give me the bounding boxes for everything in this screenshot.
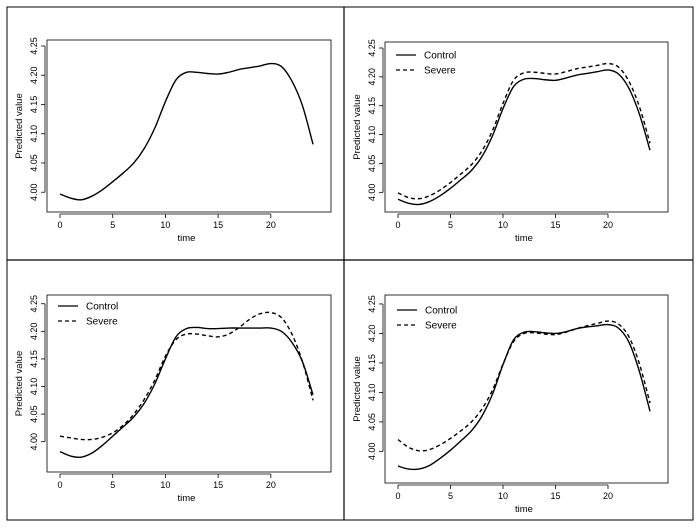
series-line-severe <box>397 62 651 200</box>
x-tick-label: 15 <box>213 220 223 230</box>
y-tick-label: 4.00 <box>367 443 377 461</box>
x-tick-label: 0 <box>57 480 62 490</box>
y-tick-label: 4.00 <box>29 183 39 201</box>
panel-4: 0 5 10 15 20 4.00 4.05 4.10 4.15 4.20 4.25 time Pred… <box>352 294 669 515</box>
y-tick-label: 4.20 <box>29 66 39 84</box>
series-line-predicted <box>59 62 314 201</box>
y-tick-label: 4.10 <box>367 384 377 402</box>
y-axis-title: Predicted value <box>352 94 363 159</box>
panel-1: 0 5 10 15 20 4.00 4.05 4.10 4.15 4.20 4.25 time Pred… <box>14 37 332 244</box>
x-tick-label: 0 <box>395 220 400 230</box>
plot-box <box>384 41 669 213</box>
x-axis-title: time <box>515 504 533 515</box>
y-tick-label: 4.05 <box>29 405 39 423</box>
legend-label-severe: Severe <box>425 321 457 332</box>
x-tick-label: 10 <box>160 480 170 490</box>
x-tick-label: 0 <box>57 220 62 230</box>
y-tick-label: 4.15 <box>367 354 377 372</box>
y-tick-label: 4.05 <box>29 154 39 172</box>
y-tick-label: 4.15 <box>367 97 377 115</box>
x-tick-label: 20 <box>603 491 613 501</box>
y-tick-label: 4.25 <box>367 295 377 313</box>
x-tick-label: 5 <box>110 220 115 230</box>
panel-2: 0 5 10 15 20 4.00 4.05 4.10 4.15 4.20 4.25 time Pred… <box>352 39 669 244</box>
y-axis-title: Predicted value <box>14 93 25 158</box>
y-tick-label: 4.15 <box>29 350 39 368</box>
y-tick-label: 4.25 <box>29 295 39 313</box>
y-tick-label: 4.10 <box>367 126 377 144</box>
x-tick-label: 20 <box>266 220 276 230</box>
outer-frame <box>6 6 694 521</box>
series-line-control <box>59 326 314 458</box>
x-tick-label: 20 <box>603 220 613 230</box>
legend-label-severe: Severe <box>86 317 118 328</box>
series-line-severe <box>59 311 314 441</box>
y-tick-label: 4.20 <box>367 68 377 86</box>
legend-label-control: Control <box>424 51 456 62</box>
y-axis-title: Predicted value <box>352 356 363 421</box>
x-tick-label: 5 <box>448 220 453 230</box>
y-tick-label: 4.00 <box>367 184 377 202</box>
plot-box <box>46 39 332 213</box>
series-line-severe <box>397 320 651 452</box>
y-tick-label: 4.10 <box>29 378 39 396</box>
y-tick-label: 4.05 <box>367 413 377 431</box>
legend-label-control: Control <box>86 302 118 313</box>
y-tick-label: 4.10 <box>29 125 39 143</box>
panel-3: 0 5 10 15 20 4.00 4.05 4.10 4.15 4.20 4.25 time Pred… <box>14 294 332 504</box>
x-axis-title: time <box>515 233 533 244</box>
series-line-control <box>397 323 651 471</box>
x-tick-label: 10 <box>498 491 508 501</box>
y-tick-label: 4.00 <box>29 433 39 451</box>
y-tick-label: 4.25 <box>29 37 39 55</box>
plot-box <box>46 294 332 473</box>
y-axis-title: Predicted value <box>14 351 25 416</box>
x-tick-label: 15 <box>550 220 560 230</box>
x-tick-label: 20 <box>266 480 276 490</box>
y-tick-label: 4.15 <box>29 96 39 114</box>
x-axis-title: time <box>178 233 196 244</box>
x-tick-label: 5 <box>448 491 453 501</box>
plot-box <box>384 294 669 484</box>
y-tick-label: 4.20 <box>29 323 39 341</box>
x-tick-label: 10 <box>160 220 170 230</box>
x-tick-label: 15 <box>550 491 560 501</box>
x-axis-title: time <box>178 493 196 504</box>
legend-label-severe: Severe <box>424 66 456 77</box>
x-tick-label: 10 <box>498 220 508 230</box>
series-line-control <box>397 69 651 206</box>
x-tick-label: 0 <box>395 491 400 501</box>
x-tick-label: 15 <box>213 480 223 490</box>
legend-label-control: Control <box>425 306 457 317</box>
y-tick-label: 4.20 <box>367 325 377 343</box>
y-tick-label: 4.05 <box>367 155 377 173</box>
y-tick-label: 4.25 <box>367 39 377 57</box>
x-tick-label: 5 <box>110 480 115 490</box>
